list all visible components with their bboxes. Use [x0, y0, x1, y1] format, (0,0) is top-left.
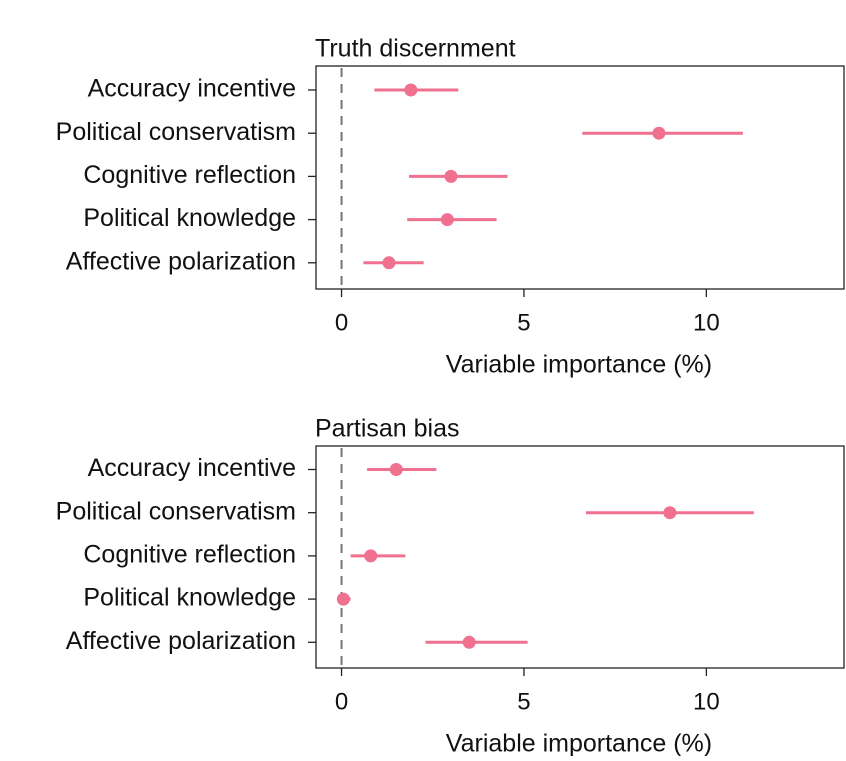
point-2 [364, 549, 378, 563]
x-axis-label: Variable importance (%) [446, 730, 712, 756]
y-tick-label: Political conservatism [56, 118, 296, 146]
y-tick-label: Cognitive reflection [83, 161, 296, 189]
y-tick-label: Political conservatism [56, 497, 296, 525]
y-tick-label: Affective polarization [66, 627, 296, 655]
plot-frame [315, 65, 845, 290]
point-3 [440, 213, 454, 227]
point-3 [336, 592, 350, 606]
point-1 [652, 126, 666, 140]
x-axis-label: Variable importance (%) [446, 351, 712, 379]
chart-title: Partisan bias [315, 415, 460, 443]
chart-title: Truth discernment [315, 35, 516, 63]
x-tick-label: 10 [693, 688, 720, 715]
y-tick-label: Political knowledge [83, 204, 296, 232]
y-tick-label: Cognitive reflection [83, 541, 296, 569]
point-4 [382, 256, 396, 270]
x-tick-label: 10 [693, 309, 720, 336]
chart-panel-0: Truth discernment Accuracy incentive Polit… [56, 35, 845, 379]
y-tick-label: Accuracy incentive [88, 454, 296, 482]
y-tick-label: Affective polarization [66, 247, 296, 275]
point-1 [663, 506, 677, 520]
point-2 [444, 169, 458, 183]
y-tick-label: Accuracy incentive [88, 75, 296, 103]
x-tick-label: 5 [517, 688, 530, 715]
chart-panel-1: Partisan bias Accuracy incentive Political… [56, 415, 845, 758]
x-tick-label: 0 [335, 688, 348, 715]
plot-frame [315, 445, 845, 669]
x-tick-label: 5 [517, 309, 530, 336]
point-0 [389, 463, 403, 476]
point-0 [404, 83, 418, 97]
point-4 [462, 635, 476, 649]
y-tick-label: Political knowledge [83, 584, 296, 612]
x-tick-label: 0 [335, 309, 348, 336]
